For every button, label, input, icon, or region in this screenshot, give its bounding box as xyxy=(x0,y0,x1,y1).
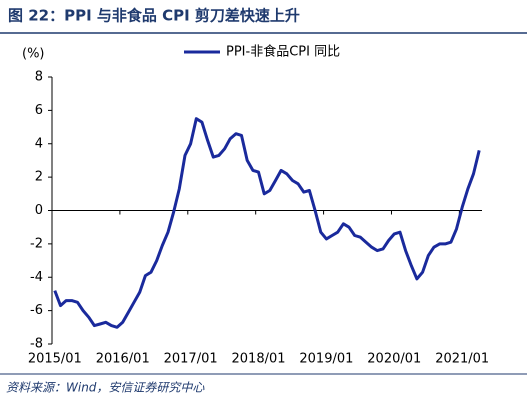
source: 资料来源：Wind，安信证券研究中心 xyxy=(6,381,205,395)
y-axis-label: (%) xyxy=(22,47,45,62)
y-tick-label: -6 xyxy=(30,303,43,318)
y-tick-label: 8 xyxy=(35,70,43,85)
y-tick-label: -2 xyxy=(30,236,43,251)
y-tick-label: -8 xyxy=(30,337,43,352)
x-tick-label: 2020/01 xyxy=(367,352,421,367)
x-tick-label: 2018/01 xyxy=(232,352,286,367)
line-series xyxy=(53,117,481,329)
x-tick-label: 2019/01 xyxy=(299,352,353,367)
legend-label: PPI-非食品CPI 同比 xyxy=(226,44,340,60)
y-tick-label: 0 xyxy=(35,203,43,218)
x-tick-label: 2016/01 xyxy=(96,352,150,367)
y-tick-label: -4 xyxy=(30,270,43,285)
y-tick-label: 2 xyxy=(35,170,43,185)
x-tick-label: 2017/01 xyxy=(164,352,218,367)
y-tick-label: 6 xyxy=(35,103,43,118)
x-tick-label: 2021/01 xyxy=(435,352,489,367)
x-tick-label: 2015/01 xyxy=(28,352,82,367)
chart-title: 图 22：PPI 与非食品 CPI 剪刀差快速上升 xyxy=(8,7,300,25)
y-tick-label: 4 xyxy=(35,136,43,151)
